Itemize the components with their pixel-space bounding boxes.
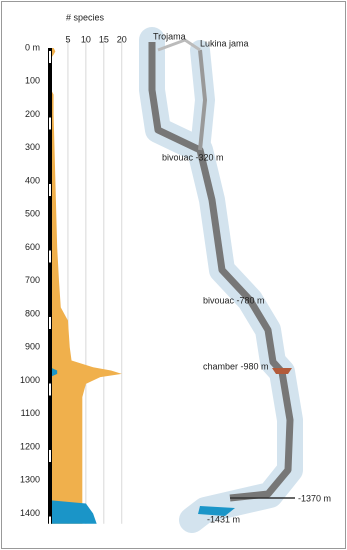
scale-segment [49,383,51,396]
y-tick-label: 900 [25,342,40,352]
y-tick-label: 400 [25,175,40,185]
scale-segment [49,183,51,196]
sump [198,506,235,516]
annotation: bivouac -780 m [203,295,265,305]
y-tick-label: 1400 [20,508,40,518]
species-chart: 5 10 15 20 0 m 100 200 300 400 500 600 700 800 900 100… [20,34,127,529]
annotation: -1431 m [207,514,240,524]
y-tick-label: 800 [25,308,40,318]
cave-outline [139,27,303,533]
y-tick-label: 600 [25,242,40,252]
y-tick-label: 500 [25,209,40,219]
y-tick-label: 200 [25,109,40,119]
y-tick-label: 1300 [20,475,40,485]
scale-segment [49,516,51,529]
scale-segment [49,117,51,130]
cave-passage [148,42,294,502]
cave-profile: Trojama Lukina jama bivouac -320 m bivou… [139,27,331,533]
y-tick-label: 1100 [21,408,40,418]
y-tick-label: 300 [25,142,40,152]
annotation: bivouac -320 m [162,152,224,162]
y-tick-label: 1000 [20,375,40,385]
x-tick-label: 10 [81,34,91,44]
chamber-floor [272,368,292,374]
scale-segment [49,51,51,63]
y-tick-label: 0 m [25,42,40,52]
x-tick-label: 15 [99,34,109,44]
y-tick-label: 700 [25,275,40,285]
annotation: chamber -980 m [203,361,269,371]
annotation: Lukina jama [200,38,249,48]
x-tick-label: 5 [65,34,70,44]
x-axis-label: # species [66,12,105,22]
scale-segment [49,449,51,462]
x-tick-label: 20 [117,34,127,44]
annotation: -1370 m [298,493,331,503]
y-tick-label: 100 [25,76,40,86]
scale-segment [49,316,51,329]
species-area [50,48,122,524]
annotation: Trojama [153,31,186,41]
cave-passage-branch [198,49,208,151]
scale-segment [49,250,51,263]
y-tick-label: 1200 [20,441,40,451]
surface-link [157,38,201,52]
